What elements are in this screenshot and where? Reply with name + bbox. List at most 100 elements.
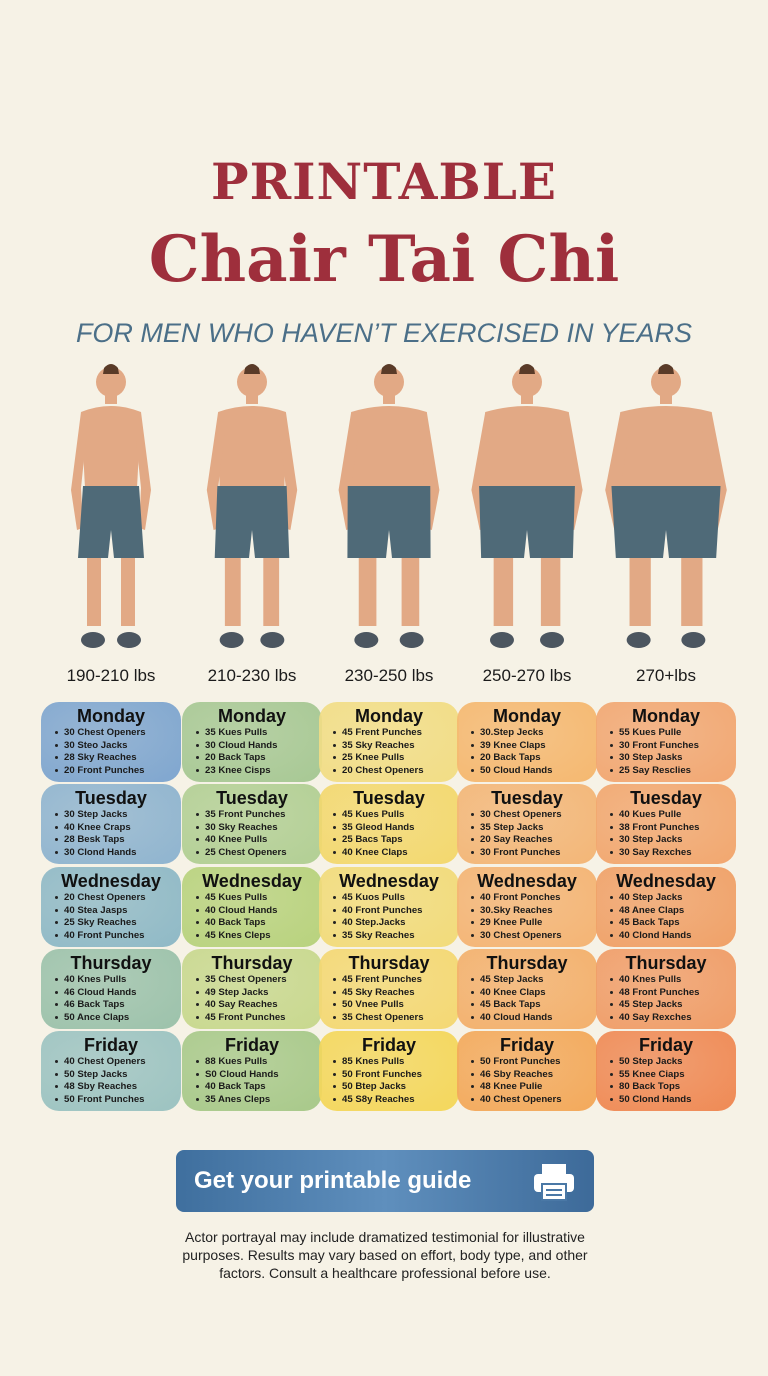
figure-part <box>354 632 379 648</box>
exercise: 80 Back Tops <box>610 1081 736 1094</box>
exercise: 35 Sky Reaches <box>333 740 459 753</box>
figure-part <box>206 412 225 530</box>
exercise: 25 Knee Pulls <box>333 752 459 765</box>
figure-part <box>399 632 424 648</box>
exercise: 48 Front Punches <box>610 987 736 1000</box>
exercise: 40 Cloud Hands <box>196 905 322 918</box>
exercise: 30 Step Jacks <box>610 834 736 847</box>
exercise: 50 Front Punches <box>471 1056 597 1069</box>
figure-part <box>381 364 397 374</box>
figure-part <box>611 486 721 558</box>
exercise: 45 Sky Reaches <box>333 987 459 1000</box>
exercise: 48 Sby Reaches <box>55 1081 181 1094</box>
exercise: 29 Knee Pulle <box>471 917 597 930</box>
exercise: 40 Knes Pulls <box>55 974 181 987</box>
figure-part <box>626 632 651 648</box>
day-card: Friday 40 Chest Openers 50 Step Jacks 48 Sb… <box>41 1031 181 1111</box>
exercise: 50 Front Funches <box>333 1069 459 1082</box>
exercise: 40 Knee Pulls <box>196 834 322 847</box>
cta-button[interactable]: Get your printable guide <box>176 1150 594 1212</box>
figure-part <box>121 558 135 626</box>
day-title: Wednesday <box>339 871 439 891</box>
day-card: Friday 85 Knes Pulls 50 Front Funches 50 Bt… <box>319 1031 459 1111</box>
figure-part <box>96 367 126 397</box>
exercise: 23 Knee Cisps <box>196 765 322 778</box>
figure-part <box>681 558 703 626</box>
exercise: 35 Anes Cleps <box>196 1094 322 1107</box>
figure-part <box>71 412 87 530</box>
figure-part <box>540 632 565 648</box>
figure-part <box>605 412 630 530</box>
day-card: Friday 50 Front Punches 46 Sby Reaches 48 K… <box>457 1031 597 1111</box>
exercise: 40 Front Punches <box>55 930 181 943</box>
exercise: 40 Chest Openers <box>55 1056 181 1069</box>
exercise: 45 Knes Cleps <box>196 930 322 943</box>
day-card: Wednesday 45 Kues Pulls 40 Cloud Hands 40 B… <box>182 867 322 947</box>
day-title: Friday <box>224 1035 280 1055</box>
figure-part <box>471 412 494 530</box>
figure-part <box>218 406 286 488</box>
exercise: 35 Front Punches <box>196 809 322 822</box>
figure-part <box>481 406 573 488</box>
subtitle: FOR MEN WHO HAVEN’T EXERCISED IN YEARS <box>75 318 693 348</box>
exercise: 40 Chest Openers <box>471 1094 597 1107</box>
exercise: 20 Chest Openers <box>333 765 459 778</box>
exercise: 45 Kues Pulls <box>196 892 322 905</box>
day-title: Thursday <box>348 953 430 973</box>
weight-label: 190-210 lbs <box>66 666 156 685</box>
exercise: 20 Chest Openers <box>55 892 181 905</box>
figure-part <box>244 364 260 374</box>
figure-part <box>219 632 244 648</box>
exercise: 30 Sky Reaches <box>196 822 322 835</box>
day-card: Tuesday 40 Kues Pulle 38 Front Punches 30 S… <box>596 784 736 864</box>
figure-part <box>519 364 535 374</box>
day-title: Tuesday <box>630 788 702 808</box>
printer-icon <box>534 1164 574 1201</box>
day-title: Friday <box>83 1035 139 1055</box>
exercise: 25 Say Resclies <box>610 765 736 778</box>
exercise: 40 Stea Jasps <box>55 905 181 918</box>
day-title: Tuesday <box>75 788 147 808</box>
day-card: Tuesday 30 Step Jacks 40 Knee Craps 28 Besk… <box>41 784 181 864</box>
day-title: Thursday <box>486 953 568 973</box>
exercise: 49 Step Jacks <box>196 987 322 1000</box>
exercise: S0 Cloud Hands <box>196 1069 322 1082</box>
exercise: 20 Say Reaches <box>471 834 597 847</box>
exercise: 45 Frent Punches <box>333 727 459 740</box>
figure-part <box>87 558 101 626</box>
day-title: Friday <box>499 1035 555 1055</box>
day-title: Monday <box>631 706 700 726</box>
figure-part <box>279 412 298 530</box>
weight-label: 230-250 lbs <box>344 666 434 685</box>
day-card: Monday 45 Frent Punches 35 Sky Reaches 25 K… <box>319 702 459 782</box>
figure-part <box>350 406 428 488</box>
exercise: 46 Cloud Hands <box>55 987 181 1000</box>
figure-part <box>512 367 542 397</box>
exercise: 50 Step Jacks <box>610 1056 736 1069</box>
title-top: PRINTABLE <box>210 152 558 211</box>
figure-part <box>419 412 440 530</box>
exercise: 55 Knee Ciaps <box>610 1069 736 1082</box>
day-title: Tuesday <box>353 788 425 808</box>
day-card: Tuesday 35 Front Punches 30 Sky Reaches 40 … <box>182 784 322 864</box>
exercise: 45 Step Jacks <box>610 999 736 1012</box>
exercise: 45 Back Taps <box>610 917 736 930</box>
figure-part <box>479 486 575 558</box>
exercise: 35 Gleod Hands <box>333 822 459 835</box>
exercise: 45 S8y Reaches <box>333 1094 459 1107</box>
disclaimer: Actor portrayal may include dramatized t… <box>182 1229 588 1281</box>
title-main: Chair Tai Chi <box>148 222 620 297</box>
exercise: 35 Chest Openers <box>196 974 322 987</box>
figure-part <box>540 558 561 626</box>
weight-label: 210-230 lbs <box>207 666 297 685</box>
exercise: 50 Ance Claps <box>55 1012 181 1025</box>
exercise: 48 Anee Claps <box>610 905 736 918</box>
exercise: 50 Front Punches <box>55 1094 181 1107</box>
day-card: Thursday 45 Frent Punches 45 Sky Reaches 50… <box>319 949 459 1029</box>
day-title: Wednesday <box>202 871 302 891</box>
exercise: 30 Steo Jacks <box>55 740 181 753</box>
day-card: Thursday 40 Knes Pulls 48 Front Punches 45 … <box>596 949 736 1029</box>
figure-part <box>383 394 395 404</box>
day-card: Monday 30 Chest Openers 30 Steo Jacks 28 Sk… <box>41 702 181 782</box>
